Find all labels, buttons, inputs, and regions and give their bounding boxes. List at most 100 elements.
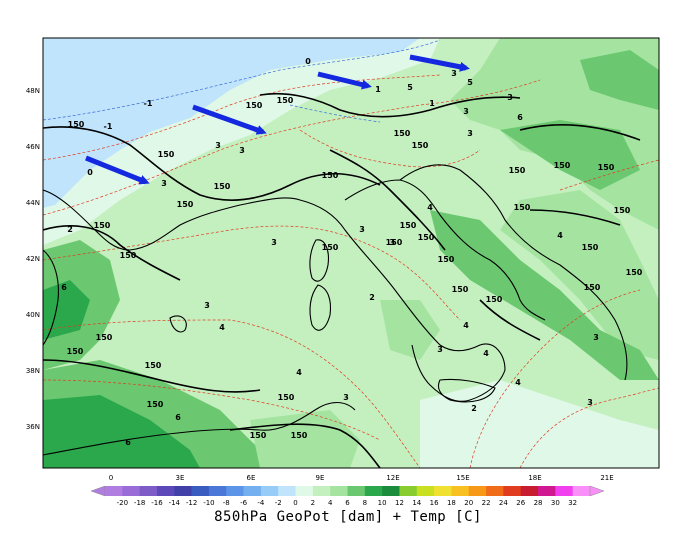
isotherm-labels: 0 -1 -1 0 1 1 2 2 2 3 3 3 3 3 3 3 3 3 3 3 3 3 3 3 4 4 4 4 4 4 4 5 5 6 6 6 6 [61,57,599,447]
colorbar-left-arrow [90,485,106,497]
contour-label: 150 [400,221,417,230]
map-title: 850hPa GeoPot [dam] + Temp [C] [214,509,482,525]
colorbar-tick-label: 16 [430,499,439,507]
colorbar-swatch [243,486,262,496]
contour-label: 150 [278,393,295,402]
geopotential-contours [43,92,641,468]
colorbar-swatch [520,486,539,496]
contour-label: 150 [67,347,84,356]
colorbar-swatch [278,486,296,496]
colorbar-swatch [226,486,244,496]
colorbar-swatch [451,486,470,496]
isotherm-label: 5 [407,83,413,92]
light-band [43,38,440,245]
colorbar-swatch [295,486,314,496]
colorbar-swatch [486,486,504,496]
colorbar-swatch [538,486,556,496]
colorbar-swatch [555,486,573,496]
colorbar-tick-label: 6 [345,499,350,507]
isotherm-label: 3 [451,69,457,78]
longitude-label: 0 [109,474,113,482]
wind-arrow [409,54,470,72]
isotherm-label: 4 [219,323,225,332]
contour-label: 150 [177,200,194,209]
balkan-warmer [430,210,659,380]
colorbar-swatch [416,486,435,496]
contour-label: 150 [94,221,111,230]
colorbar-right-arrow [589,485,605,497]
colorbar-swatch [174,486,192,496]
contour-label: 150 [418,233,435,242]
colorbar-swatch [208,486,227,496]
latitude-label: 40N [26,311,40,319]
contour-label: 150 [145,361,162,370]
isotherm-label: 6 [517,113,523,122]
latitude-label: 46N [26,143,40,151]
contour-label: 150 [291,431,308,440]
iberia-dark [43,280,90,340]
contour-label: 150 [486,295,503,304]
colorbar-swatch [572,486,591,496]
contour-label: 150 [614,206,631,215]
map-field [43,38,659,468]
longitude-labels: 0 3E 6E 9E 12E 15E 18E 21E [109,474,614,482]
isotherms [43,39,659,468]
contour-label: 150 [96,333,113,342]
latitude-label: 44N [26,199,40,207]
isotherm-label: 3 [593,333,599,342]
contour-label: 150 [120,251,137,260]
colorbar-tick-label: 12 [395,499,404,507]
colorbar-tick-label: 20 [464,499,473,507]
colorbar-tick-label: 22 [482,499,491,507]
colorbar-tick-label: 26 [516,499,525,507]
isotherm-label: 2 [471,404,477,413]
contour-label: 150 [582,243,599,252]
contour-label: 150 [514,203,531,212]
isotherm-label: 3 [161,179,167,188]
colorbar-tick-label: 8 [363,499,367,507]
wind-arrow [192,104,267,135]
latitude-label: 38N [26,367,40,375]
colorbar-swatch [364,486,383,496]
contour-label: 150 [626,268,643,277]
colorbar-swatch [260,486,279,496]
contour-label: 150 [147,400,164,409]
contour-label: 150 [509,166,526,175]
isotherm-label: 5 [467,78,473,87]
contour-label: 150 [322,171,339,180]
isotherm-label: 3 [343,393,349,402]
longitude-label: 18E [528,474,541,482]
colorbar-swatch [191,486,210,496]
longitude-label: 6E [247,474,256,482]
contour-label: 150 [412,141,429,150]
isotherm-label: 3 [467,129,473,138]
colorbar-tick-label: -14 [169,499,181,507]
colorbar-swatch [105,486,123,496]
colorbar-tick-label: -6 [240,499,248,507]
colorbar-swatch [503,486,522,496]
latitude-labels: 48N 46N 44N 42N 40N 38N 36N [26,87,40,431]
colorbar-tick-label: -10 [203,499,214,507]
warmer-ne2 [580,50,659,110]
wind-arrows [85,54,470,185]
colorbar-tick-label: -4 [257,499,265,507]
colorbar-tick-label: 24 [499,499,508,507]
isotherm-label: 1 [429,99,435,108]
coastlines [43,164,628,456]
colorbar-tick-label: 10 [378,499,387,507]
contour-label: 150 [584,283,601,292]
colorbar-swatch [434,486,452,496]
tyrrhenian-warm [380,300,440,360]
contour-label: 150 [68,120,85,129]
colorbar-swatch [399,486,418,496]
colorbar-tick-label: -16 [151,499,163,507]
isotherm-label: 6 [61,283,67,292]
latitude-label: 42N [26,255,40,263]
contour-label: 150 [554,161,571,170]
isotherm-label: 0 [87,168,93,177]
map-border [42,37,660,469]
isotherm-label: 3 [215,141,221,150]
isotherm-label: 4 [515,378,521,387]
colorbar-tick-label: 4 [328,499,333,507]
